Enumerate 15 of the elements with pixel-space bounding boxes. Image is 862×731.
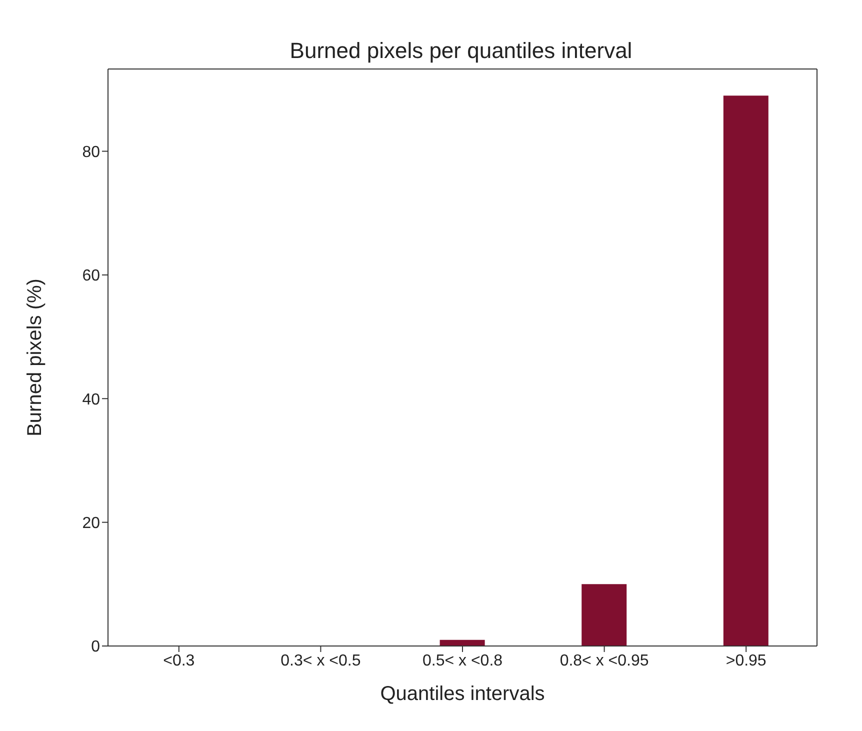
x-tick-label: 0.5< x <0.8 (422, 652, 503, 670)
x-tick-label: <0.3 (163, 652, 195, 670)
y-tick-label: 0 (91, 638, 100, 656)
bar (582, 584, 627, 646)
y-tick-label: 80 (82, 144, 100, 161)
x-tick-label: 0.8< x <0.95 (560, 652, 649, 670)
y-tick-label: 60 (82, 268, 100, 285)
y-axis-title: Burned pixels (%) (24, 278, 46, 436)
x-tick-label: 0.3< x <0.5 (280, 652, 361, 670)
chart-title: Burned pixels per quantiles interval (288, 38, 634, 65)
x-tick-label: >0.95 (726, 652, 766, 670)
y-tick-label: 20 (82, 514, 100, 532)
y-tick-label: 40 (82, 391, 100, 408)
bar (723, 96, 768, 646)
x-axis-title: Quantiles intervals (380, 683, 545, 705)
